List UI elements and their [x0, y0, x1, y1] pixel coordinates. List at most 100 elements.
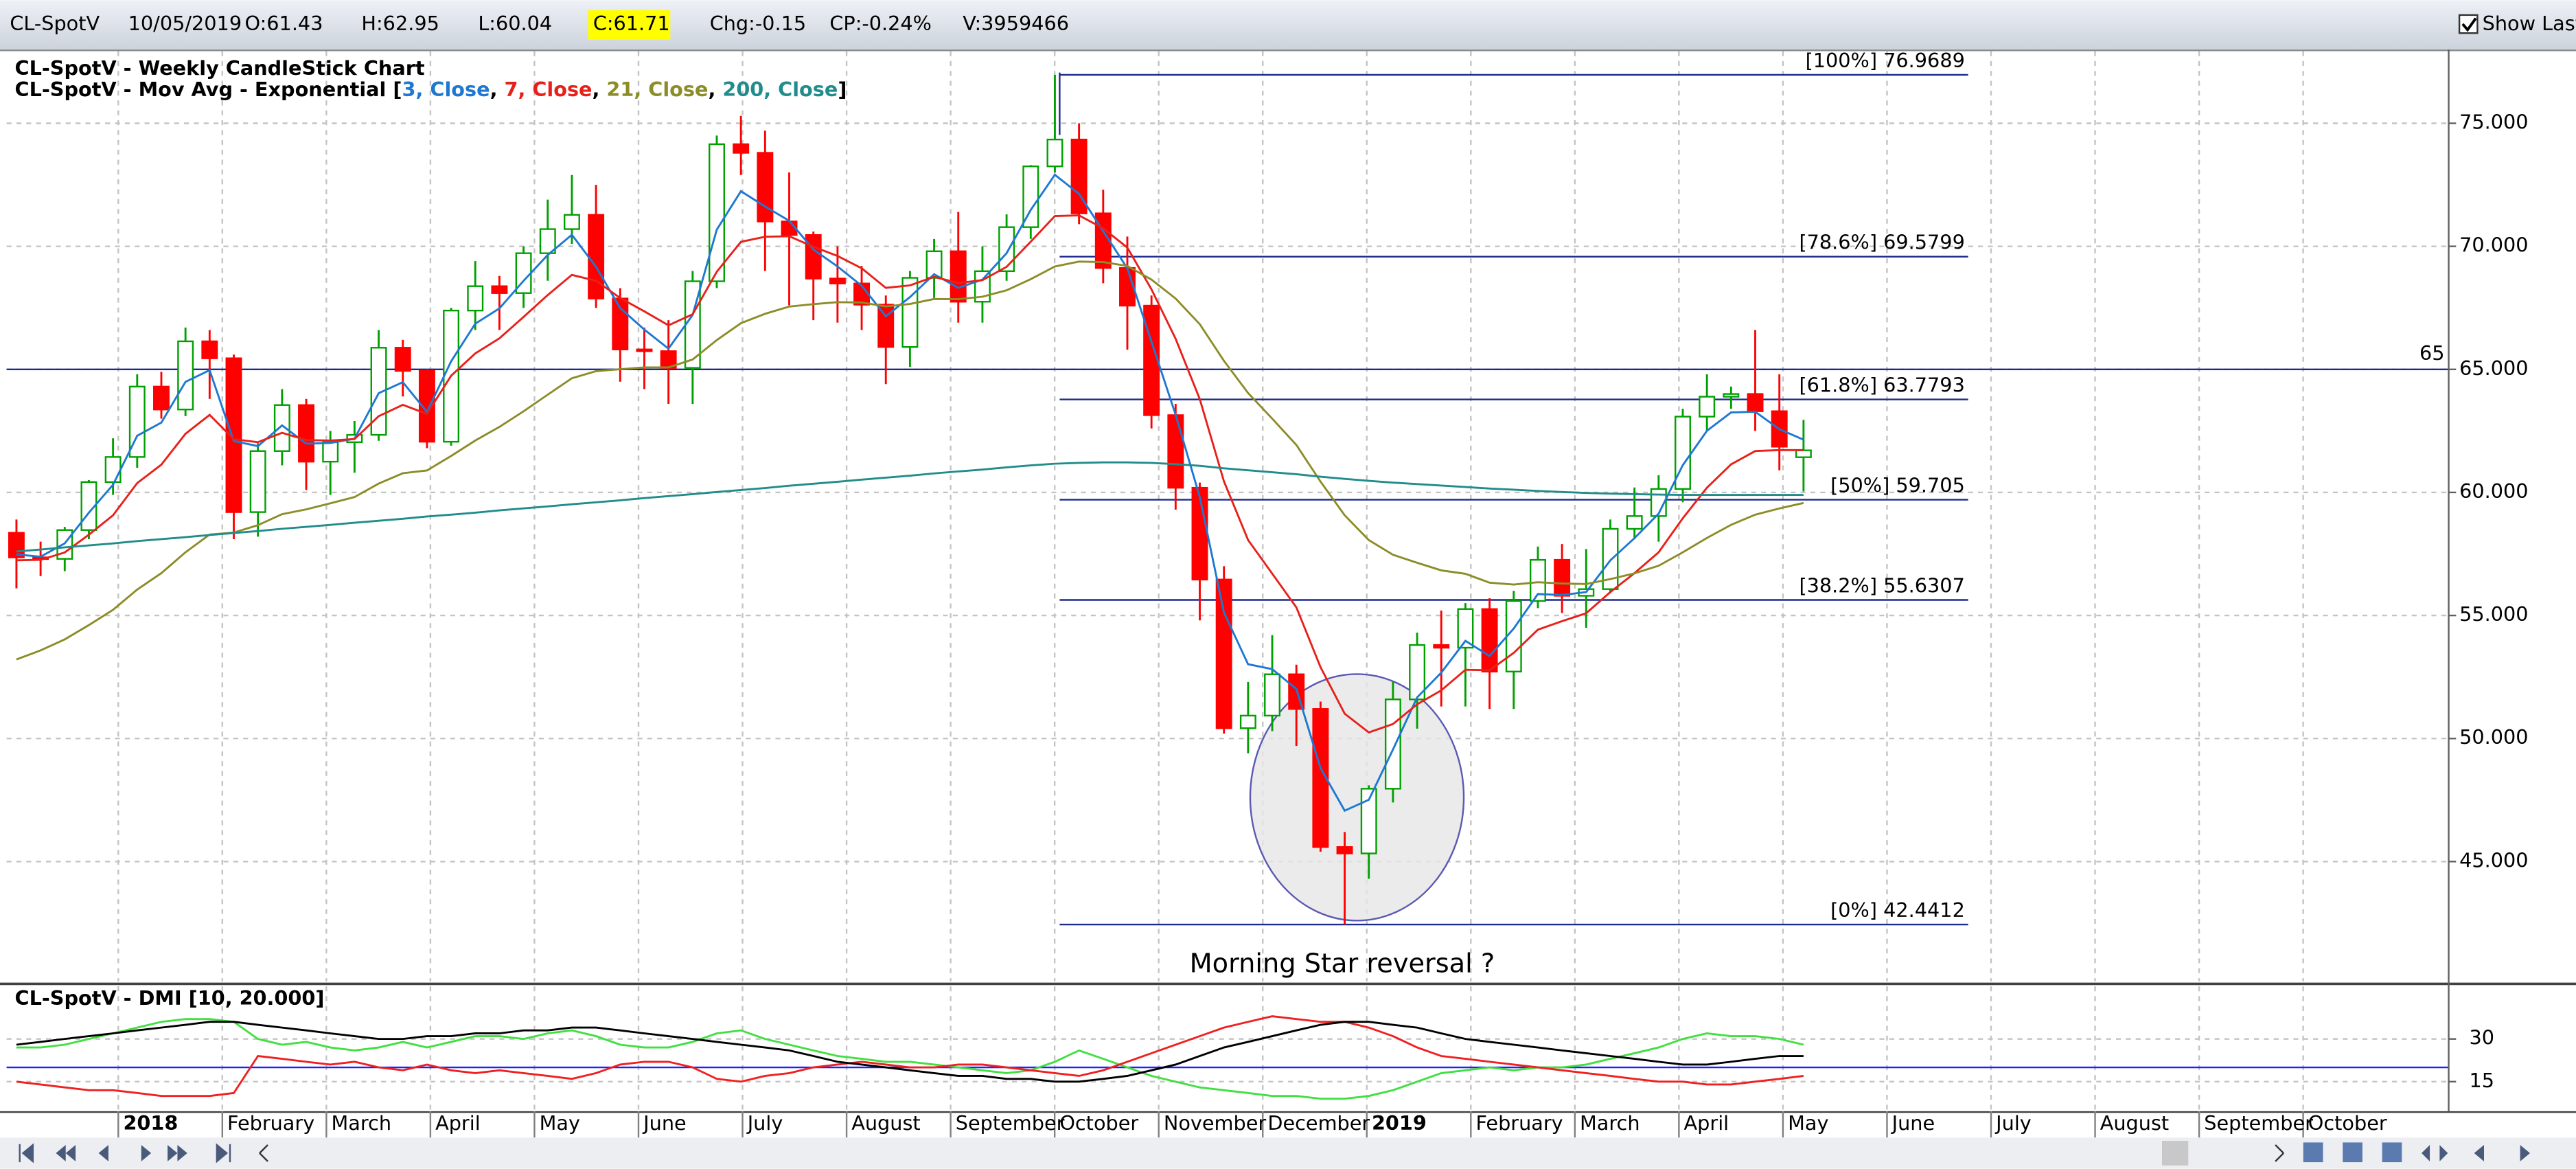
pan-left-button[interactable] — [2474, 1144, 2484, 1161]
candle-body — [1554, 558, 1571, 597]
forward-button[interactable] — [141, 1144, 152, 1161]
candle-body — [1505, 600, 1522, 672]
highlight-circle — [1249, 673, 1465, 922]
x-tick-label: June — [1891, 1111, 1935, 1135]
legend-entry: 200, Close — [722, 78, 838, 101]
candle-body — [1022, 166, 1039, 228]
ma-line — [16, 214, 1804, 734]
dmi-line — [16, 1021, 1804, 1083]
toolbar — [0, 1137, 2576, 1169]
candle-body — [249, 450, 266, 513]
y-tick-label: 30 — [2469, 1026, 2494, 1049]
candle-body — [273, 404, 290, 452]
fib-label: [0%] 42.4412 — [1830, 898, 1965, 922]
candle-body — [128, 385, 146, 458]
x-tick-label: August — [2100, 1111, 2169, 1135]
candle-body — [998, 226, 1015, 273]
first-button[interactable] — [19, 1143, 34, 1164]
dmi-line — [16, 1018, 1804, 1100]
candle-body — [1264, 673, 1280, 717]
annotations — [1059, 72, 1465, 922]
candle-body — [1747, 393, 1764, 412]
legend-separator: , — [593, 78, 607, 101]
back-button[interactable] — [98, 1144, 108, 1161]
candle-body — [153, 385, 170, 411]
candle-body — [322, 441, 339, 463]
candle-body — [201, 340, 218, 359]
fib-label: [100%] 76.9689 — [1806, 49, 1965, 72]
candle-body — [1167, 414, 1184, 489]
x-tick-label: October — [1059, 1111, 1138, 1135]
candle-body — [877, 304, 895, 348]
x-tick-label: May — [1788, 1111, 1828, 1135]
symbol: CL-SpotV — [10, 12, 100, 35]
pan-right-button[interactable] — [2520, 1144, 2530, 1161]
candle-body — [805, 234, 822, 280]
candle-body — [1602, 527, 1619, 590]
close-highlight — [588, 10, 671, 40]
candle-body — [418, 370, 435, 443]
fib-label: [78.6%] 69.5799 — [1799, 231, 1964, 254]
candle-body — [1336, 846, 1353, 854]
candle-body — [588, 214, 605, 299]
candle-body — [8, 532, 25, 558]
labels: CL-SpotV - Weekly CandleStick Chart CL-S… — [15, 49, 2529, 1135]
zoom-button[interactable] — [2382, 1142, 2402, 1163]
y-tick-label: 65.000 — [2459, 356, 2528, 380]
candle-body — [1433, 644, 1450, 649]
dmi-title: CL-SpotV - DMI [10, 20.000] — [15, 986, 325, 1010]
candle-body — [225, 357, 242, 513]
candle-body — [1070, 138, 1088, 214]
info-bar — [0, 0, 2576, 50]
ma-line — [16, 461, 1804, 553]
candle-body — [1675, 416, 1691, 490]
legend: CL-SpotV - Mov Avg - Exponential [3, Clo… — [15, 78, 847, 101]
close: C:61.71 — [593, 12, 670, 35]
nav-buttons[interactable] — [19, 1140, 2530, 1166]
fast-back-button[interactable] — [56, 1144, 76, 1161]
zoom-button[interactable] — [2303, 1142, 2323, 1163]
expand-button[interactable] — [2422, 1144, 2448, 1161]
annotation: Morning Star reversal ? — [1190, 948, 1495, 979]
candle-body — [1457, 608, 1474, 649]
zoom-button[interactable] — [2343, 1142, 2362, 1163]
ma-line — [16, 173, 1804, 813]
legend-prefix: CL-SpotV - Mov Avg - Exponential [ — [15, 78, 402, 101]
x-tick-label: December — [1267, 1111, 1370, 1135]
open: O:61.43 — [245, 12, 323, 35]
y-tick-label: 75.000 — [2459, 110, 2528, 133]
candle-body — [1626, 515, 1643, 530]
x-tick-label: 2018 — [123, 1111, 178, 1135]
y-tick-label: 45.000 — [2459, 848, 2528, 872]
x-tick-label: 2019 — [1372, 1111, 1427, 1135]
legend-suffix: ] — [838, 78, 847, 101]
candle-body — [177, 340, 194, 411]
chart-background — [0, 49, 2576, 1138]
candle-body — [1529, 558, 1546, 602]
check-mark — [2461, 17, 2477, 32]
chart-title: CL-SpotV - Weekly CandleStick Chart — [15, 56, 425, 80]
candle-body — [733, 143, 750, 154]
x-tick-label: September — [956, 1111, 1065, 1135]
candle-body — [394, 347, 411, 372]
high: H:62.95 — [361, 12, 439, 35]
y-tick-label: 60.000 — [2459, 479, 2528, 503]
low: L:60.04 — [478, 12, 552, 35]
candle-body — [539, 228, 556, 254]
legend-separator: , — [708, 78, 722, 101]
scroll-right[interactable] — [2275, 1144, 2284, 1162]
last-button[interactable] — [216, 1143, 231, 1164]
candle-body — [901, 277, 919, 348]
scroll-left[interactable] — [259, 1144, 268, 1162]
scroll-thumb[interactable] — [2162, 1140, 2189, 1166]
y-tick-label: 15 — [2469, 1069, 2494, 1092]
ma-line — [16, 260, 1804, 661]
show-last-checkbox[interactable]: Show Last — [2458, 12, 2576, 35]
candle-body — [1481, 608, 1498, 672]
candle-body — [491, 285, 508, 294]
legend-separator: , — [490, 78, 505, 101]
marks — [8, 74, 1812, 1100]
show-last-label[interactable]: Show Last — [2483, 12, 2576, 35]
x-tick-label: September — [2204, 1111, 2313, 1135]
